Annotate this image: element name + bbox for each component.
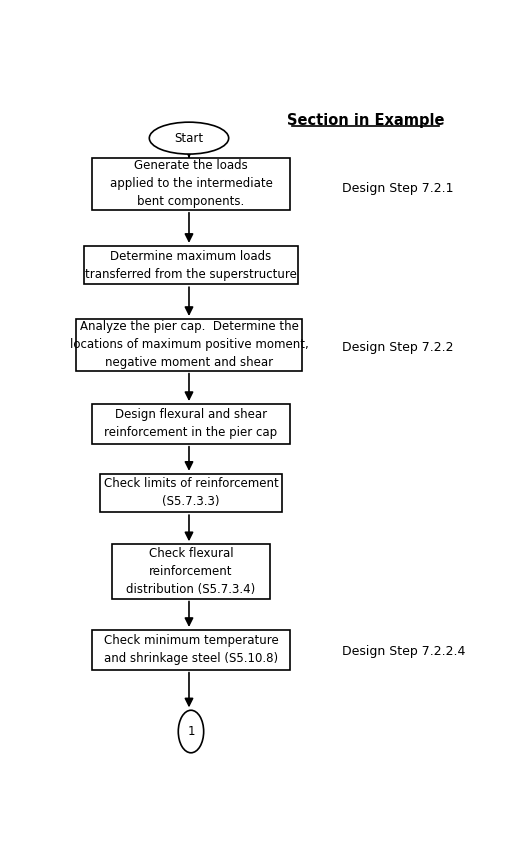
Text: Design Step 7.2.2.4: Design Step 7.2.2.4 bbox=[342, 645, 465, 658]
Text: Determine maximum loads
transferred from the superstructure: Determine maximum loads transferred from… bbox=[85, 249, 297, 280]
FancyBboxPatch shape bbox=[84, 246, 298, 284]
Circle shape bbox=[178, 710, 204, 753]
Text: Check flexural
reinforcement
distribution (S5.7.3.4): Check flexural reinforcement distributio… bbox=[126, 547, 255, 595]
Text: Start: Start bbox=[175, 132, 204, 145]
Text: Check limits of reinforcement
(S5.7.3.3): Check limits of reinforcement (S5.7.3.3) bbox=[103, 477, 279, 508]
Text: Generate the loads
applied to the intermediate
bent components.: Generate the loads applied to the interm… bbox=[110, 160, 272, 209]
FancyBboxPatch shape bbox=[112, 545, 270, 599]
Ellipse shape bbox=[150, 123, 229, 154]
FancyBboxPatch shape bbox=[100, 474, 282, 513]
FancyBboxPatch shape bbox=[76, 318, 302, 371]
FancyBboxPatch shape bbox=[92, 630, 290, 670]
Text: Check minimum temperature
and shrinkage steel (S5.10.8): Check minimum temperature and shrinkage … bbox=[103, 634, 279, 665]
Text: Analyze the pier cap.  Determine the
locations of maximum positive moment,
negat: Analyze the pier cap. Determine the loca… bbox=[70, 320, 308, 369]
FancyBboxPatch shape bbox=[92, 158, 290, 210]
Text: Section in Example: Section in Example bbox=[287, 113, 444, 128]
Text: Design Step 7.2.2: Design Step 7.2.2 bbox=[342, 341, 453, 354]
Text: Design flexural and shear
reinforcement in the pier cap: Design flexural and shear reinforcement … bbox=[104, 408, 278, 439]
Text: Design Step 7.2.1: Design Step 7.2.1 bbox=[342, 182, 453, 195]
FancyBboxPatch shape bbox=[92, 404, 290, 444]
Text: 1: 1 bbox=[187, 725, 195, 738]
